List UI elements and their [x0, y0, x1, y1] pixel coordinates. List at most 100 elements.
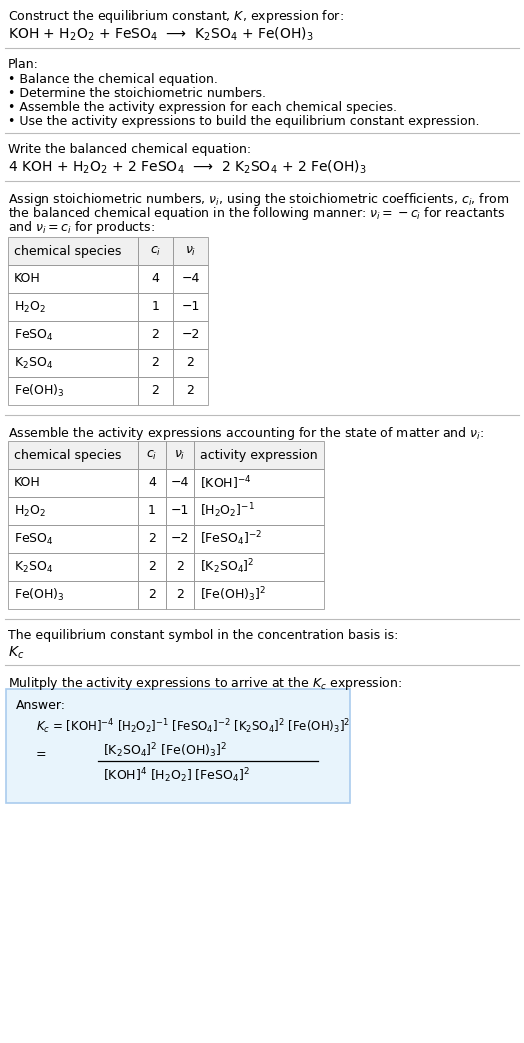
Text: • Determine the stoichiometric numbers.: • Determine the stoichiometric numbers. [8, 87, 266, 100]
Bar [138, 293, 173, 321]
Text: Assign stoichiometric numbers, $\nu_i$, using the stoichiometric coefficients, $: Assign stoichiometric numbers, $\nu_i$, … [8, 191, 509, 208]
Bar [8, 498, 138, 525]
Bar [138, 553, 166, 581]
Text: Assemble the activity expressions accounting for the state of matter and $\nu_i$: Assemble the activity expressions accoun… [8, 425, 484, 442]
FancyBboxPatch shape [6, 689, 350, 803]
Text: −1: −1 [171, 505, 189, 517]
Bar [8, 441, 138, 469]
FancyBboxPatch shape [8, 525, 324, 553]
Bar [194, 553, 324, 581]
Bar [138, 525, 166, 553]
Bar [173, 293, 208, 321]
Bar [194, 581, 324, 609]
Bar [166, 498, 194, 525]
FancyBboxPatch shape [8, 441, 324, 469]
Text: −2: −2 [181, 329, 200, 341]
Text: K$_2$SO$_4$: K$_2$SO$_4$ [14, 356, 53, 370]
Text: 2: 2 [176, 560, 184, 574]
Bar [173, 377, 208, 405]
Bar [8, 237, 138, 265]
Text: and $\nu_i = c_i$ for products:: and $\nu_i = c_i$ for products: [8, 219, 155, 236]
Bar [166, 525, 194, 553]
Text: KOH: KOH [14, 477, 41, 489]
Bar [8, 377, 138, 405]
Text: the balanced chemical equation in the following manner: $\nu_i = -c_i$ for react: the balanced chemical equation in the fo… [8, 205, 506, 222]
Text: [Fe(OH)$_3$]$^2$: [Fe(OH)$_3$]$^2$ [200, 586, 266, 604]
Text: [FeSO$_4$]$^{-2}$: [FeSO$_4$]$^{-2}$ [200, 530, 262, 549]
Text: Mulitply the activity expressions to arrive at the $K_c$ expression:: Mulitply the activity expressions to arr… [8, 675, 402, 692]
Text: KOH + H$_2$O$_2$ + FeSO$_4$  ⟶  K$_2$SO$_4$ + Fe(OH)$_3$: KOH + H$_2$O$_2$ + FeSO$_4$ ⟶ K$_2$SO$_4… [8, 26, 313, 44]
Text: $c_i$: $c_i$ [146, 448, 158, 462]
Text: $K_c$ = [KOH]$^{-4}$ [H$_2$O$_2$]$^{-1}$ [FeSO$_4$]$^{-2}$ [K$_2$SO$_4$]$^2$ [Fe: $K_c$ = [KOH]$^{-4}$ [H$_2$O$_2$]$^{-1}$… [36, 717, 351, 735]
Text: H$_2$O$_2$: H$_2$O$_2$ [14, 504, 46, 518]
Bar [138, 469, 166, 498]
Bar [173, 237, 208, 265]
Text: −2: −2 [171, 533, 189, 545]
Bar [138, 377, 173, 405]
Text: −1: −1 [181, 300, 200, 314]
Bar [166, 581, 194, 609]
Bar [166, 441, 194, 469]
FancyBboxPatch shape [8, 498, 324, 525]
Bar [194, 525, 324, 553]
Text: 1: 1 [151, 300, 159, 314]
Bar [138, 498, 166, 525]
Text: [K$_2$SO$_4$]$^2$: [K$_2$SO$_4$]$^2$ [200, 558, 255, 577]
Bar [194, 441, 324, 469]
Text: • Assemble the activity expression for each chemical species.: • Assemble the activity expression for e… [8, 101, 397, 114]
Text: =: = [36, 749, 47, 761]
FancyBboxPatch shape [8, 349, 208, 377]
Bar [138, 265, 173, 293]
Text: 4 KOH + H$_2$O$_2$ + 2 FeSO$_4$  ⟶  2 K$_2$SO$_4$ + 2 Fe(OH)$_3$: 4 KOH + H$_2$O$_2$ + 2 FeSO$_4$ ⟶ 2 K$_2… [8, 159, 366, 176]
Text: activity expression: activity expression [200, 448, 318, 461]
Text: 2: 2 [148, 533, 156, 545]
Bar [138, 321, 173, 349]
Bar [173, 321, 208, 349]
FancyBboxPatch shape [8, 293, 208, 321]
FancyBboxPatch shape [8, 553, 324, 581]
FancyBboxPatch shape [8, 469, 324, 498]
Text: Answer:: Answer: [16, 699, 66, 712]
Bar [138, 349, 173, 377]
FancyBboxPatch shape [8, 321, 208, 349]
Text: H$_2$O$_2$: H$_2$O$_2$ [14, 299, 46, 315]
Bar [173, 349, 208, 377]
Text: Plan:: Plan: [8, 58, 39, 71]
Text: $K_c$: $K_c$ [8, 645, 24, 661]
Text: chemical species: chemical species [14, 244, 122, 258]
Text: • Balance the chemical equation.: • Balance the chemical equation. [8, 73, 218, 86]
Bar [8, 265, 138, 293]
Text: −4: −4 [171, 477, 189, 489]
FancyBboxPatch shape [8, 581, 324, 609]
Bar [8, 349, 138, 377]
Text: [KOH]$^4$ [H$_2$O$_2$] [FeSO$_4$]$^2$: [KOH]$^4$ [H$_2$O$_2$] [FeSO$_4$]$^2$ [103, 766, 250, 784]
Text: K$_2$SO$_4$: K$_2$SO$_4$ [14, 559, 53, 575]
Text: [KOH]$^{-4}$: [KOH]$^{-4}$ [200, 475, 252, 491]
Bar [8, 469, 138, 498]
Bar [166, 469, 194, 498]
Text: $\nu_i$: $\nu_i$ [174, 448, 185, 462]
Text: $c_i$: $c_i$ [150, 244, 161, 258]
Bar [8, 553, 138, 581]
Bar [138, 441, 166, 469]
Bar [194, 469, 324, 498]
Text: 2: 2 [151, 329, 159, 341]
Text: Write the balanced chemical equation:: Write the balanced chemical equation: [8, 143, 251, 156]
Text: [K$_2$SO$_4$]$^2$ [Fe(OH)$_3$]$^2$: [K$_2$SO$_4$]$^2$ [Fe(OH)$_3$]$^2$ [103, 741, 227, 759]
Text: $\nu_i$: $\nu_i$ [185, 244, 196, 258]
Text: 1: 1 [148, 505, 156, 517]
Bar [166, 553, 194, 581]
Text: The equilibrium constant symbol in the concentration basis is:: The equilibrium constant symbol in the c… [8, 629, 398, 642]
FancyBboxPatch shape [8, 237, 208, 265]
Text: 2: 2 [151, 385, 159, 397]
Text: Construct the equilibrium constant, $K$, expression for:: Construct the equilibrium constant, $K$,… [8, 8, 344, 25]
Text: FeSO$_4$: FeSO$_4$ [14, 532, 54, 547]
Bar [138, 237, 173, 265]
Text: 2: 2 [151, 357, 159, 369]
Text: FeSO$_4$: FeSO$_4$ [14, 328, 54, 342]
Bar [138, 581, 166, 609]
Bar [8, 525, 138, 553]
Text: 2: 2 [187, 385, 194, 397]
Bar [8, 581, 138, 609]
Text: −4: −4 [181, 272, 200, 286]
